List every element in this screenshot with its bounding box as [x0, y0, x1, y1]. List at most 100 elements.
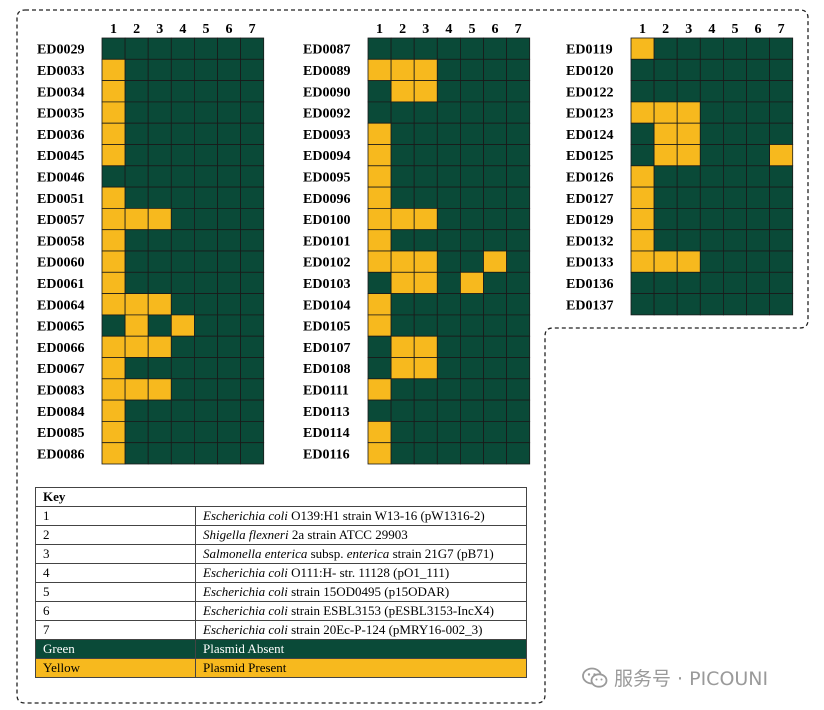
- cell-absent: [367, 399, 392, 422]
- key-item-description: Shigella flexneri 2a strain ATCC 29903: [195, 525, 527, 545]
- cell-absent: [367, 335, 392, 358]
- cell-absent: [723, 101, 747, 124]
- cell-present: [101, 250, 126, 273]
- cell-absent: [170, 250, 195, 273]
- cell-present: [630, 207, 655, 231]
- column-header: 1: [110, 22, 117, 37]
- column-header: 5: [468, 22, 475, 37]
- cell-absent: [124, 357, 149, 380]
- cell-absent: [436, 229, 461, 252]
- strain-text: strain 20Ec-P-124 (pMRY16-002_3): [287, 622, 483, 637]
- cell-absent: [413, 442, 438, 465]
- cell-absent: [217, 207, 242, 231]
- cell-absent: [459, 58, 484, 81]
- cell-present: [101, 378, 126, 401]
- cell-present: [124, 314, 149, 337]
- cell-absent: [459, 399, 484, 422]
- cell-absent: [413, 229, 438, 252]
- species-name: Escherichia coli: [203, 584, 288, 599]
- cell-present: [101, 399, 126, 422]
- cell-absent: [436, 314, 461, 337]
- cell-absent: [193, 80, 218, 103]
- cell-present: [390, 207, 415, 231]
- cell-present: [101, 80, 126, 103]
- cell-absent: [193, 357, 218, 380]
- cell-absent: [723, 144, 747, 167]
- key-item-number: 1: [35, 506, 196, 526]
- column-header: 2: [662, 22, 669, 37]
- cell-present: [630, 165, 655, 188]
- cell-present: [147, 378, 172, 401]
- cell-absent: [459, 80, 484, 103]
- cell-absent: [630, 80, 655, 103]
- cell-absent: [240, 250, 265, 273]
- cell-absent: [746, 101, 771, 124]
- cell-absent: [170, 378, 195, 401]
- species-name: Shigella flexneri: [203, 527, 289, 542]
- cell-absent: [459, 250, 484, 273]
- cell-absent: [170, 144, 195, 167]
- cell-absent: [170, 357, 195, 380]
- column-header: 1: [639, 22, 646, 37]
- key-item-description: Escherichia coli strain ESBL3153 (pESBL3…: [195, 601, 527, 621]
- cell-present: [483, 250, 508, 273]
- cell-absent: [193, 122, 218, 145]
- cell-absent: [769, 80, 794, 103]
- cell-absent: [240, 58, 265, 81]
- cell-present: [367, 122, 392, 145]
- cell-absent: [390, 293, 415, 316]
- cell-absent: [459, 122, 484, 145]
- cell-absent: [483, 122, 508, 145]
- cell-absent: [506, 335, 531, 358]
- cell-present: [367, 250, 392, 273]
- cell-absent: [506, 101, 531, 124]
- cell-absent: [459, 335, 484, 358]
- cell-absent: [436, 378, 461, 401]
- cell-absent: [653, 165, 678, 188]
- wechat-icon: [582, 667, 608, 688]
- cell-absent: [240, 122, 265, 145]
- cell-present: [413, 335, 438, 358]
- column-header: 2: [399, 22, 406, 37]
- cell-absent: [101, 165, 126, 188]
- cell-absent: [459, 229, 484, 252]
- cell-absent: [506, 80, 531, 103]
- column-header: 7: [515, 22, 522, 37]
- key-item-row: 1 Escherichia coli O139:H1 strain W13-16 …: [35, 506, 527, 526]
- cell-present: [390, 80, 415, 103]
- row-label: ED0096: [303, 192, 350, 207]
- column-header: 6: [226, 22, 233, 37]
- cell-absent: [217, 37, 242, 60]
- cell-absent: [506, 378, 531, 401]
- cell-present: [653, 144, 678, 167]
- cell-present: [147, 207, 172, 231]
- cell-absent: [413, 378, 438, 401]
- cell-absent: [483, 80, 508, 103]
- cell-absent: [413, 186, 438, 209]
- cell-absent: [436, 420, 461, 444]
- cell-absent: [459, 357, 484, 380]
- row-label: ED0064: [37, 298, 84, 313]
- cell-absent: [506, 271, 531, 294]
- cell-present: [413, 271, 438, 294]
- cell-absent: [653, 207, 678, 231]
- row-label: ED0033: [37, 64, 84, 79]
- row-label: ED0103: [303, 277, 350, 292]
- cell-absent: [413, 420, 438, 444]
- cell-absent: [483, 186, 508, 209]
- column-header: 4: [445, 22, 452, 37]
- row-label: ED0095: [303, 170, 350, 185]
- cell-absent: [101, 37, 126, 60]
- cell-absent: [699, 122, 724, 145]
- cell-absent: [630, 144, 655, 167]
- column-header: 1: [376, 22, 383, 37]
- cell-absent: [676, 186, 701, 209]
- cell-present: [413, 250, 438, 273]
- cell-absent: [699, 186, 724, 209]
- cell-present: [367, 314, 392, 337]
- cell-absent: [506, 165, 531, 188]
- cell-absent: [170, 122, 195, 145]
- heatmap-panels: 1 2 3 4 5 6 7 ED0029 ED0033 ED0034 ED0035 ED0036 ED0…: [37, 22, 794, 465]
- cell-absent: [506, 229, 531, 252]
- cell-absent: [413, 122, 438, 145]
